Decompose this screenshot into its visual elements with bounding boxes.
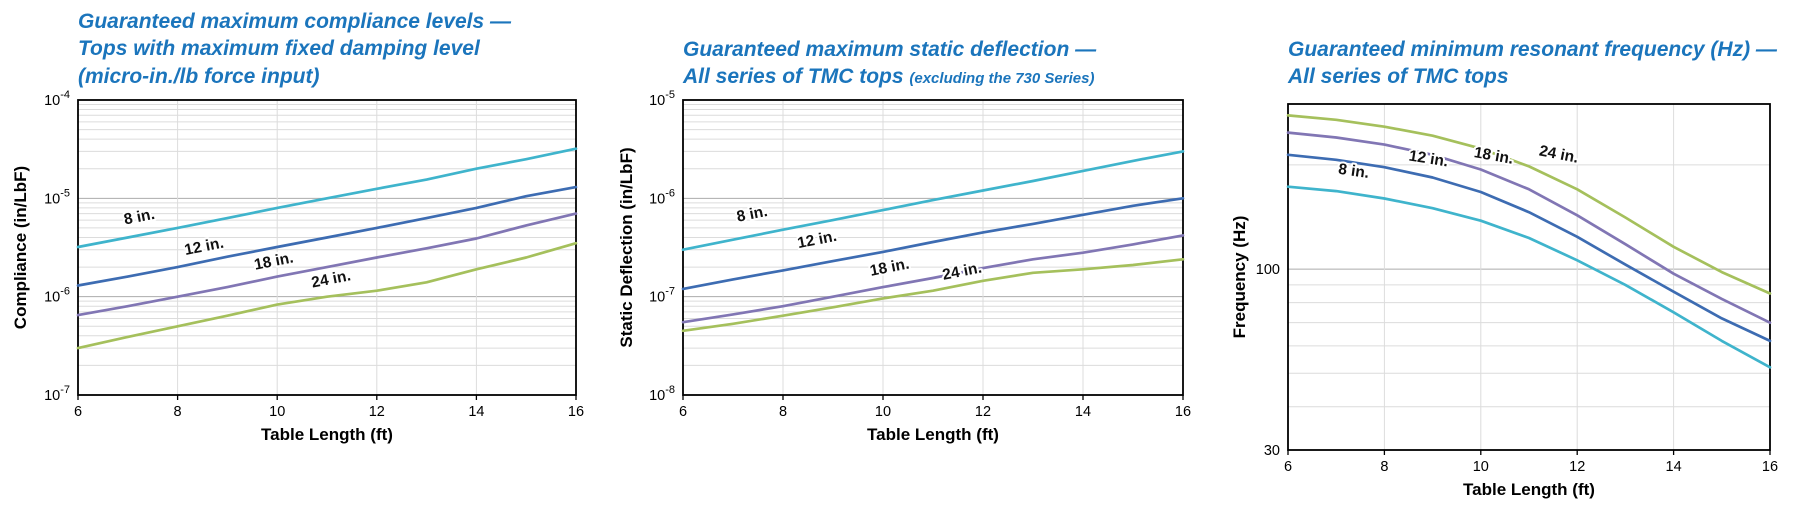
svg-text:10-5: 10-5 [649,89,675,109]
static-deflection-chart-title: Guaranteed maximum static deflection — A… [683,36,1096,91]
svg-text:6: 6 [1284,459,1292,475]
svg-text:Table Length (ft): Table Length (ft) [1463,480,1595,499]
resonant-frequency-chart-figure: Guaranteed minimum resonant frequency (H… [1215,0,1800,532]
svg-text:10: 10 [269,404,285,420]
svg-text:10-4: 10-4 [44,89,70,109]
chart-title-line: All series of TMC tops [1288,65,1509,89]
svg-text:8 in.: 8 in. [1337,161,1370,182]
chart-title-line: Guaranteed maximum static deflection — [683,38,1097,61]
svg-text:6: 6 [679,404,687,420]
svg-text:10-7: 10-7 [649,286,675,306]
svg-text:10-6: 10-6 [649,187,675,207]
svg-text:18 in.: 18 in. [869,255,911,279]
svg-text:Table Length (ft): Table Length (ft) [867,425,999,444]
svg-text:12: 12 [369,404,385,420]
static-deflection-chart-figure: Guaranteed maximum static deflection — A… [608,0,1213,532]
svg-text:12 in.: 12 in. [1408,147,1450,170]
svg-text:24 in.: 24 in. [310,267,352,291]
svg-text:18 in.: 18 in. [253,249,295,273]
compliance-plot: 6 8 10 12 14 16 10-7 10-6 10-5 10-4 8 in. 12 in. 18 … [0,68,605,532]
svg-text:10-7: 10-7 [44,384,70,404]
svg-text:8 in.: 8 in. [735,203,769,226]
compliance-chart-title: Guaranteed maximum compliance levels — T… [78,8,511,90]
chart-title-line: Guaranteed minimum resonant frequency (H… [1288,38,1777,61]
chart-title-main: All series of TMC tops [683,65,904,89]
chart-title-line: Guaranteed maximum compliance levels — [78,10,512,33]
svg-text:8: 8 [174,404,182,420]
svg-text:10: 10 [1473,459,1489,475]
svg-text:14: 14 [468,404,484,420]
chart-title-line: Tops with maximum fixed damping level [78,37,480,61]
svg-text:10: 10 [875,404,891,420]
svg-text:16: 16 [1762,459,1778,475]
svg-text:24 in.: 24 in. [1538,142,1580,166]
svg-text:12: 12 [1569,459,1585,475]
svg-text:8 in.: 8 in. [123,206,157,229]
svg-text:16: 16 [568,404,584,420]
svg-text:12: 12 [975,404,991,420]
resonant-frequency-chart-title: Guaranteed minimum resonant frequency (H… [1288,36,1777,91]
svg-text:16: 16 [1175,404,1191,420]
svg-text:18 in.: 18 in. [1473,144,1515,168]
svg-text:30: 30 [1264,443,1280,459]
svg-text:24 in.: 24 in. [941,260,983,284]
svg-text:8: 8 [779,404,787,420]
svg-text:Table Length (ft): Table Length (ft) [261,425,393,444]
chart-title-line: All series of TMC tops (excluding the 73… [683,63,1096,90]
svg-text:Compliance (in/LbF): Compliance (in/LbF) [11,166,30,329]
svg-text:Static Deflection (in/LbF): Static Deflection (in/LbF) [617,147,636,347]
svg-text:12 in.: 12 in. [796,228,838,252]
svg-text:14: 14 [1666,459,1682,475]
svg-text:Frequency (Hz): Frequency (Hz) [1230,216,1249,339]
chart-title-note: (excluding the 730 Series) [909,70,1095,88]
compliance-chart-figure: Guaranteed maximum compliance levels — T… [0,0,605,532]
resonant-frequency-plot: 6 8 10 12 14 16 30 100 8 in. 12 in. 18 in. 24 in. Ta… [1215,68,1800,532]
chart-title-line: (micro-in./lb force input) [78,64,320,88]
svg-text:12 in.: 12 in. [183,235,225,259]
svg-text:6: 6 [74,404,82,420]
static-deflection-plot: 6 8 10 12 14 16 10-8 10-7 10-6 10-5 8 in. 12 in. 18 … [608,68,1213,532]
svg-text:100: 100 [1256,262,1280,278]
svg-text:14: 14 [1075,404,1091,420]
svg-text:10-5: 10-5 [44,187,70,207]
svg-text:10-8: 10-8 [649,384,675,404]
svg-text:10-6: 10-6 [44,286,70,306]
svg-text:8: 8 [1380,459,1388,475]
